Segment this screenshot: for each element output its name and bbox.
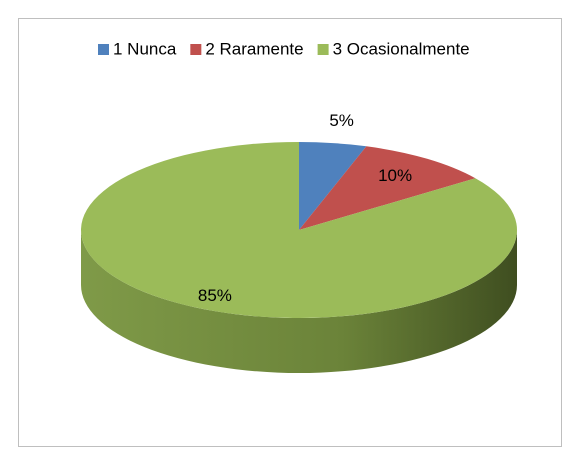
legend-swatch bbox=[317, 44, 329, 55]
slice bbox=[299, 146, 476, 230]
legend-swatch bbox=[98, 44, 109, 55]
data-label: 10% bbox=[378, 166, 412, 185]
legend-swatch bbox=[190, 44, 202, 55]
slice-side bbox=[81, 230, 517, 373]
slice bbox=[80, 142, 517, 319]
legend-label: 2 Raramente bbox=[205, 39, 303, 58]
data-label: 85% bbox=[198, 286, 232, 305]
legend-label: 3 Ocasionalmente bbox=[333, 39, 470, 58]
legend-label: 1 Nunca bbox=[113, 39, 177, 58]
slice bbox=[299, 142, 367, 230]
data-label: 5% bbox=[329, 111, 354, 130]
